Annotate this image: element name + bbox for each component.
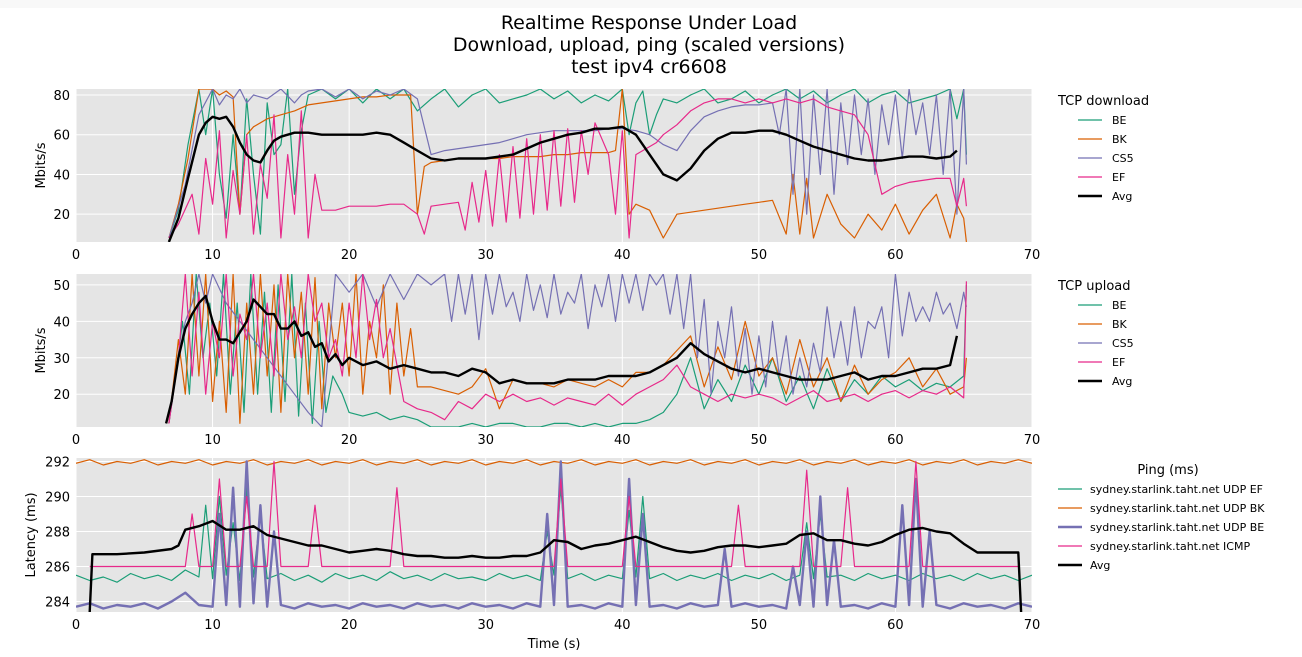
- legend-label: EF: [1112, 356, 1125, 369]
- x-tick-label: 60: [887, 433, 904, 448]
- x-tick-label: 50: [751, 618, 768, 633]
- top-strip: [0, 0, 1302, 8]
- y-tick-label: 30: [53, 352, 70, 367]
- title-line-1: Realtime Response Under Load: [501, 12, 797, 34]
- series-line-ef: [168, 274, 967, 424]
- series-line-cs5: [168, 274, 967, 427]
- x-tick-label: 30: [477, 248, 494, 263]
- x-tick-label: 0: [72, 433, 80, 448]
- legend-label: BE: [1112, 299, 1127, 312]
- y-tick-label: 20: [53, 208, 70, 223]
- series-lines: [167, 89, 967, 242]
- series-line-sydney-starlink-taht-net-udp-bk: [76, 459, 1032, 466]
- series-line-sydney-starlink-taht-net-icmp: [89, 460, 1019, 568]
- x-tick-label: 10: [204, 618, 221, 633]
- x-tick-label: 20: [341, 618, 358, 633]
- legend-label: Avg: [1112, 375, 1132, 388]
- x-tick-label: 50: [751, 248, 768, 263]
- plot-area: [76, 89, 1032, 242]
- chart-title: Realtime Response Under Load Download, u…: [453, 12, 845, 78]
- y-tick-label: 40: [53, 168, 70, 183]
- title-line-2: Download, upload, ping (scaled versions): [453, 34, 845, 56]
- legend: TCP upload BE BK CS5 EF Avg: [1057, 279, 1134, 388]
- y-tick-label: 60: [53, 129, 70, 144]
- chart-panels: 0 10 20 30 40 50 60 70 20 40 60 80 Mbits/s TCP downlo…: [24, 89, 1265, 652]
- series-line-be: [168, 89, 967, 239]
- legend-label: sydney.starlink.taht.net ICMP: [1090, 540, 1250, 553]
- title-line-3: test ipv4 cr6608: [571, 56, 727, 78]
- legend-label: BE: [1112, 114, 1127, 127]
- y-tick-label: 290: [45, 491, 70, 506]
- x-tick-label: 30: [477, 433, 494, 448]
- x-tick-label: 70: [1024, 433, 1041, 448]
- x-tick-label: 70: [1024, 248, 1041, 263]
- x-tick-label: 40: [614, 618, 631, 633]
- series-line-ef: [168, 98, 967, 239]
- y-axis-label: Mbits/s: [34, 142, 49, 188]
- x-tick-label: 0: [72, 248, 80, 263]
- y-tick-label: 284: [45, 596, 70, 611]
- x-tick-label: 0: [72, 618, 80, 633]
- x-tick-label: 50: [751, 433, 768, 448]
- y-tick-label: 40: [53, 315, 70, 330]
- legend-title: Ping (ms): [1137, 463, 1198, 478]
- x-tick-label: 60: [887, 248, 904, 263]
- x-tick-label: 20: [341, 433, 358, 448]
- legend-title: TCP download: [1057, 94, 1149, 109]
- y-tick-label: 80: [53, 89, 70, 104]
- legend-label: sydney.starlink.taht.net UDP EF: [1090, 483, 1263, 496]
- series-line-avg: [167, 115, 958, 242]
- x-axis-label: Time (s): [527, 637, 581, 652]
- x-tick-label: 30: [477, 618, 494, 633]
- series-line-avg: [164, 294, 959, 424]
- series-line-bk: [168, 274, 967, 424]
- series-line-be: [168, 274, 967, 427]
- x-tick-label: 10: [204, 433, 221, 448]
- y-axis-label: Mbits/s: [34, 327, 49, 373]
- x-tick-label: 70: [1024, 618, 1041, 633]
- panel-ping: 0 10 20 30 40 50 60 70 284 286 288 290 292 Latency (m…: [24, 456, 1265, 653]
- y-tick-label: 288: [45, 526, 70, 541]
- y-axis-label: Latency (ms): [24, 492, 39, 577]
- legend-label: CS5: [1112, 337, 1134, 350]
- series-line-bk: [168, 89, 967, 242]
- y-tick-label: 50: [53, 279, 70, 294]
- panel-upload: 0 10 20 30 40 50 60 70 20 30 40 50 Mbits/s TCP upload…: [34, 274, 1134, 448]
- y-tick-label: 20: [53, 388, 70, 403]
- legend-label: sydney.starlink.taht.net UDP BE: [1090, 521, 1264, 534]
- legend-title: TCP upload: [1057, 279, 1131, 294]
- x-tick-label: 60: [887, 618, 904, 633]
- series-lines: [76, 459, 1032, 612]
- legend-label: Avg: [1112, 190, 1132, 203]
- series-line-avg: [88, 519, 1023, 612]
- legend-label: BK: [1112, 133, 1128, 146]
- legend-label: Avg: [1090, 559, 1110, 572]
- y-tick-label: 292: [45, 456, 70, 471]
- x-tick-label: 40: [614, 248, 631, 263]
- series-lines: [164, 274, 967, 427]
- y-tick-label: 286: [45, 561, 70, 576]
- legend-label: EF: [1112, 171, 1125, 184]
- legend-label: BK: [1112, 318, 1128, 331]
- x-tick-label: 40: [614, 433, 631, 448]
- panel-download: 0 10 20 30 40 50 60 70 20 40 60 80 Mbits/s TCP downlo…: [34, 89, 1149, 263]
- legend: TCP download BE BK CS5 EF Avg: [1057, 94, 1149, 203]
- x-tick-label: 10: [204, 248, 221, 263]
- legend-label: CS5: [1112, 152, 1134, 165]
- x-tick-label: 20: [341, 248, 358, 263]
- legend-label: sydney.starlink.taht.net UDP BK: [1090, 502, 1265, 515]
- series-line-cs5: [168, 89, 967, 239]
- legend: Ping (ms) sydney.starlink.taht.net UDP EF…: [1058, 463, 1265, 572]
